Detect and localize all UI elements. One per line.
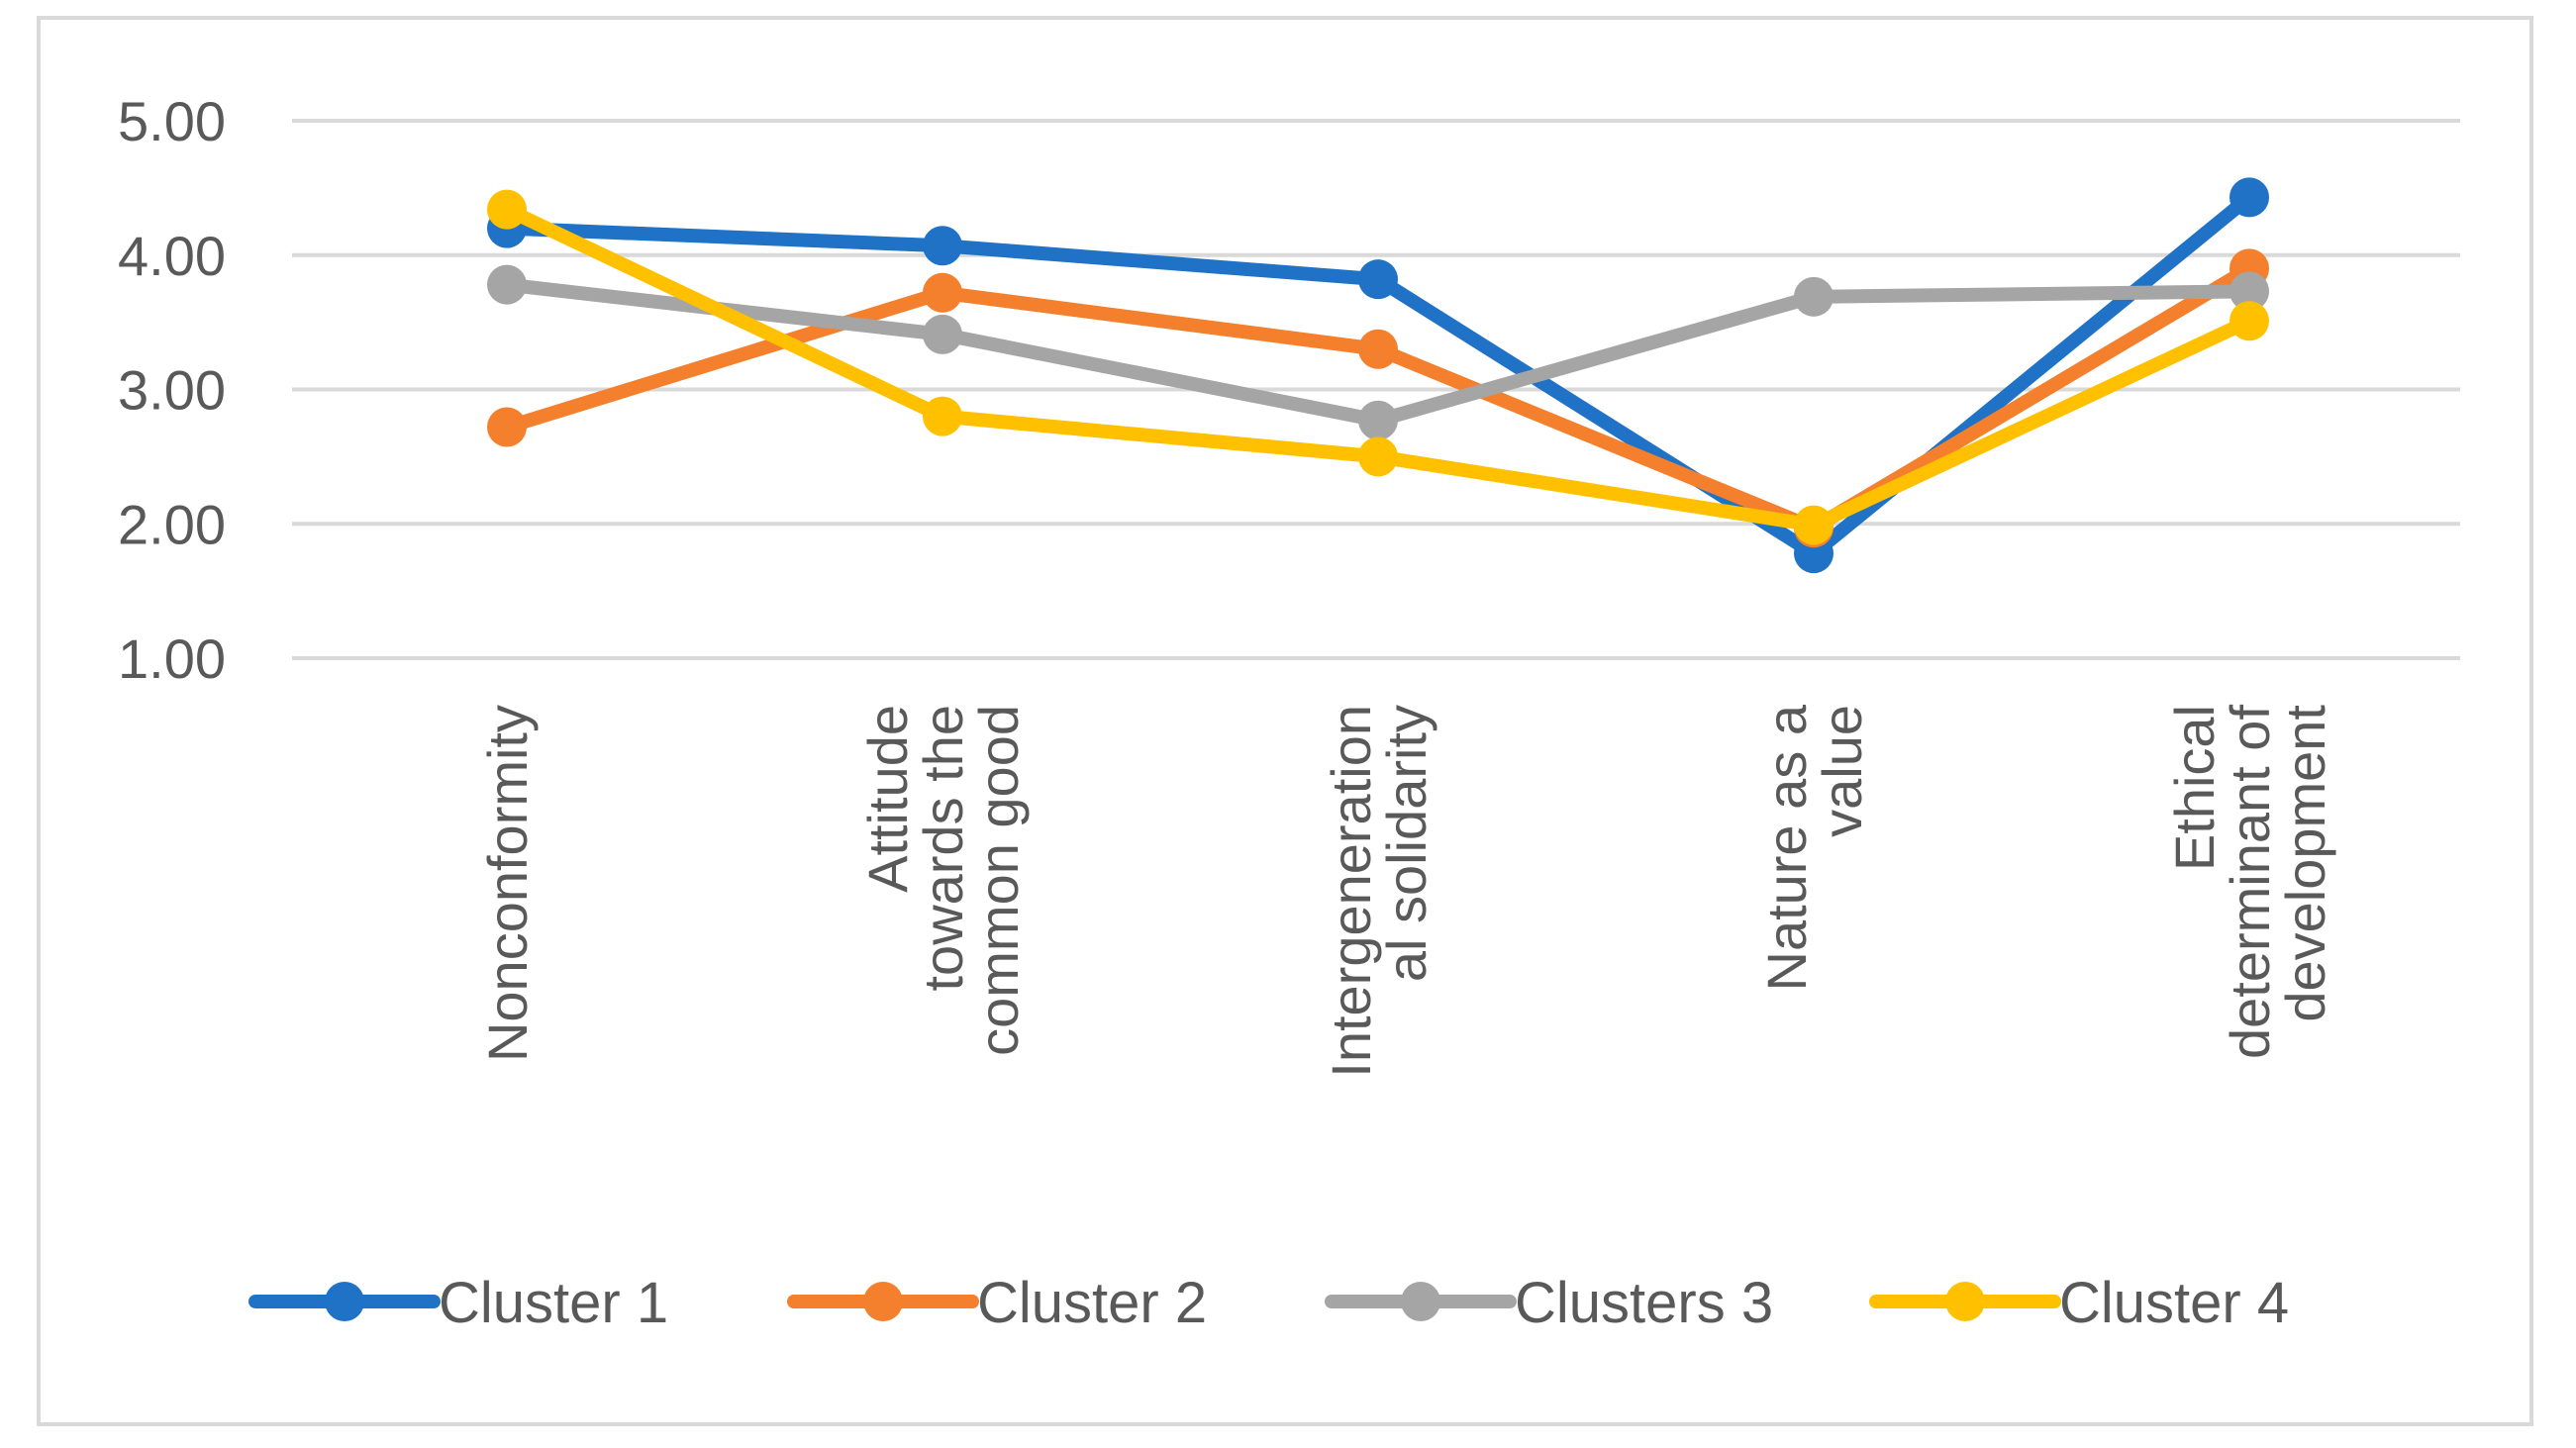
x-category-label-line: Nature as a bbox=[1755, 704, 1818, 991]
x-category-label-line: Nonconformity bbox=[476, 705, 539, 1062]
legend-item: Clusters 3 bbox=[1325, 1271, 1773, 1335]
data-point bbox=[923, 272, 962, 313]
x-category-label-line: al solidarity bbox=[1375, 705, 1437, 982]
y-tick-label: 4.00 bbox=[118, 225, 226, 287]
data-point bbox=[2229, 301, 2269, 341]
data-point bbox=[923, 226, 962, 266]
legend-item: Cluster 2 bbox=[787, 1271, 1207, 1335]
x-category-label-line: development bbox=[2274, 705, 2336, 1022]
x-category-label-line: towards the bbox=[912, 705, 974, 992]
series-4 bbox=[487, 189, 2269, 545]
data-point bbox=[1358, 259, 1398, 300]
legend-swatch-marker bbox=[325, 1282, 364, 1321]
gridlines bbox=[292, 119, 2460, 660]
legend-swatch-marker bbox=[863, 1282, 903, 1321]
legend-label: Cluster 1 bbox=[439, 1271, 668, 1335]
legend-swatch-marker bbox=[1945, 1282, 1985, 1321]
y-tick-label: 1.00 bbox=[118, 627, 226, 690]
data-point bbox=[1794, 505, 1833, 545]
y-tick-label: 5.00 bbox=[118, 90, 226, 152]
y-tick-label: 3.00 bbox=[118, 359, 226, 422]
legend-label: Cluster 4 bbox=[2059, 1271, 2289, 1335]
data-point bbox=[2229, 271, 2269, 312]
legend-swatch-marker bbox=[1401, 1282, 1440, 1321]
x-category-label-line: Attitude bbox=[856, 705, 919, 893]
x-category-label-line: determinant of bbox=[2219, 705, 2281, 1059]
data-point bbox=[1794, 276, 1833, 317]
series-3 bbox=[487, 264, 2269, 440]
data-point bbox=[487, 264, 527, 305]
x-category-label-line: Intergeneration bbox=[1320, 705, 1382, 1078]
data-point bbox=[1358, 436, 1398, 477]
legend: Cluster 1 Cluster 2 Clusters 3 Cluster 4 bbox=[248, 1271, 2289, 1335]
x-category-label: Nonconformity bbox=[476, 705, 539, 1062]
y-tick-label: 2.00 bbox=[118, 493, 226, 555]
legend-label: Cluster 2 bbox=[977, 1271, 1207, 1335]
x-category-label-line: Ethical bbox=[2163, 705, 2226, 871]
series-1 bbox=[487, 177, 2269, 574]
data-point bbox=[1358, 329, 1398, 369]
x-category-label-line: common good bbox=[967, 705, 1030, 1056]
series-lines bbox=[487, 177, 2269, 574]
data-point bbox=[2229, 177, 2269, 218]
series-line bbox=[500, 261, 2256, 535]
legend-item: Cluster 1 bbox=[248, 1271, 668, 1335]
x-category-label-line: value bbox=[1811, 705, 1873, 837]
legend-label: Clusters 3 bbox=[1515, 1271, 1773, 1335]
data-point bbox=[1358, 400, 1398, 440]
y-axis-ticks: 1.00 2.00 3.00 4.00 5.00 bbox=[118, 90, 226, 690]
series-line bbox=[500, 190, 2256, 561]
data-point bbox=[923, 314, 962, 354]
legend-item: Cluster 4 bbox=[1869, 1271, 2289, 1335]
chart-frame bbox=[37, 16, 2533, 1426]
data-point bbox=[487, 407, 527, 447]
data-point bbox=[923, 396, 962, 436]
data-point bbox=[487, 189, 527, 230]
